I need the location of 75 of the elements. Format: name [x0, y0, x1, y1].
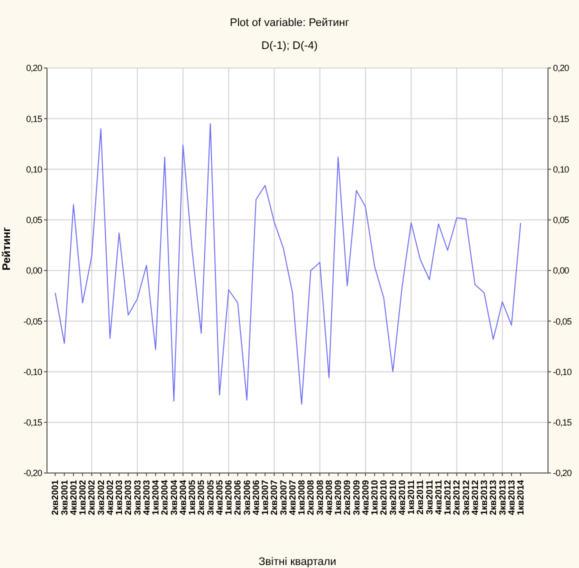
y-tick-label: -0,10 [23, 366, 42, 377]
x-tick-label: 1кв2010 [370, 480, 380, 516]
y-tick-label: 0,10 [26, 164, 42, 174]
x-tick-label: 3кв2012 [460, 480, 471, 516]
x-axis-title: Звітні квартали [258, 556, 336, 568]
x-tick-label: 1кв2009 [333, 480, 344, 516]
x-tick-label: 2кв2012 [452, 480, 462, 516]
x-tick-label: 3кв2009 [351, 480, 362, 516]
y-tick-label: 0,15 [26, 114, 42, 124]
x-tick-label: 1кв2013 [479, 480, 490, 516]
x-tick-label: 1кв2012 [442, 480, 453, 516]
chart-title: Plot of variable: Рейтинг [228, 16, 350, 30]
x-tick-label: 4кв2002 [104, 480, 115, 516]
x-tick-label: 2кв2009 [342, 480, 352, 516]
y-tick-label: -0,05 [23, 316, 42, 326]
x-tick-label: 1кв2008 [296, 480, 307, 516]
x-tick-label: 3кв2004 [168, 480, 179, 516]
x-tick-label: 4кв2008 [324, 480, 334, 516]
x-tick-label: 1кв2003 [114, 480, 124, 516]
x-tick-label: 3кв2001 [59, 480, 70, 516]
y-tick-label: 0,00 [26, 266, 42, 276]
x-tick-label: 4кв2009 [360, 480, 370, 516]
y-tick-label: -0,20 [23, 468, 42, 478]
x-tick-label: 2кв2002 [86, 480, 97, 516]
x-tick-label: 3кв2002 [96, 480, 106, 516]
y-tick-label: -0,15 [23, 418, 42, 428]
y2-tick-label: -0,15 [553, 418, 572, 428]
x-tick-label: 2кв2007 [269, 480, 280, 516]
x-tick-label: 2кв2001 [50, 480, 60, 516]
x-tick-label: 1кв2014 [516, 480, 526, 516]
x-tick-label: 1кв2006 [224, 480, 234, 516]
x-tick-label: 4кв2001 [68, 480, 78, 516]
x-tick-label: 1кв2011 [406, 480, 416, 515]
line-series [54, 123, 522, 405]
y-axis-title: Рейтинг [0, 226, 13, 270]
x-tick-label: 4кв2003 [141, 480, 152, 516]
x-tick-label: 1кв2002 [78, 480, 88, 516]
x-tick-label: 3кв2011 [424, 480, 434, 515]
x-tick-label: 3кв2008 [314, 480, 325, 516]
x-tick-label: 4кв2013 [506, 480, 516, 516]
x-tick-label: 2кв2013 [488, 480, 498, 516]
x-tick-label: 2кв2010 [378, 480, 389, 516]
x-tick-label: 2кв2003 [123, 480, 134, 516]
x-tick-label: 1кв2004 [150, 480, 161, 516]
x-tick-label: 3кв2005 [205, 480, 216, 516]
x-tick-label: 1кв2005 [187, 480, 198, 516]
x-tick-label: 2кв2008 [306, 480, 316, 516]
x-tick-label: 2кв2011 [415, 480, 426, 515]
x-tick-label: 3кв2010 [388, 480, 398, 516]
x-tick-label: 2кв2006 [232, 480, 243, 516]
y2-tick-label: 0,10 [553, 164, 570, 174]
x-tick-label: 3кв2006 [242, 480, 252, 516]
y2-tick-label: 0,20 [553, 63, 570, 74]
y-tick-label: 0,20 [26, 63, 42, 74]
chart-subtitle: D(-1); D(-4) [260, 39, 319, 53]
x-tick-label: 1кв2007 [260, 480, 270, 516]
x-tick-label: 4кв2011 [433, 480, 444, 515]
y2-tick-label: -0,10 [553, 366, 572, 377]
x-tick-label: 4кв2006 [250, 480, 261, 516]
x-tick-label: 4кв2010 [396, 480, 407, 516]
x-tick-label: 3кв2013 [497, 480, 508, 516]
y2-tick-label: 0,15 [553, 114, 570, 124]
x-tick-label: 3кв2007 [278, 480, 288, 516]
x-tick-label: 3кв2003 [132, 480, 142, 516]
y-tick-label: 0,05 [26, 215, 42, 226]
x-tick-label: 4кв2005 [214, 480, 224, 516]
y2-tick-label: 0,05 [553, 215, 570, 226]
y2-tick-label: 0,00 [553, 266, 570, 276]
y2-tick-label: -0,05 [553, 316, 572, 326]
x-tick-label: 4кв2004 [178, 480, 188, 516]
x-tick-label: 4кв2007 [287, 480, 298, 516]
y2-tick-label: -0,20 [553, 468, 572, 478]
x-tick-label: 2кв2005 [196, 480, 206, 516]
x-tick-label: 4кв2012 [470, 480, 480, 516]
x-tick-label: 2кв2004 [160, 480, 170, 516]
